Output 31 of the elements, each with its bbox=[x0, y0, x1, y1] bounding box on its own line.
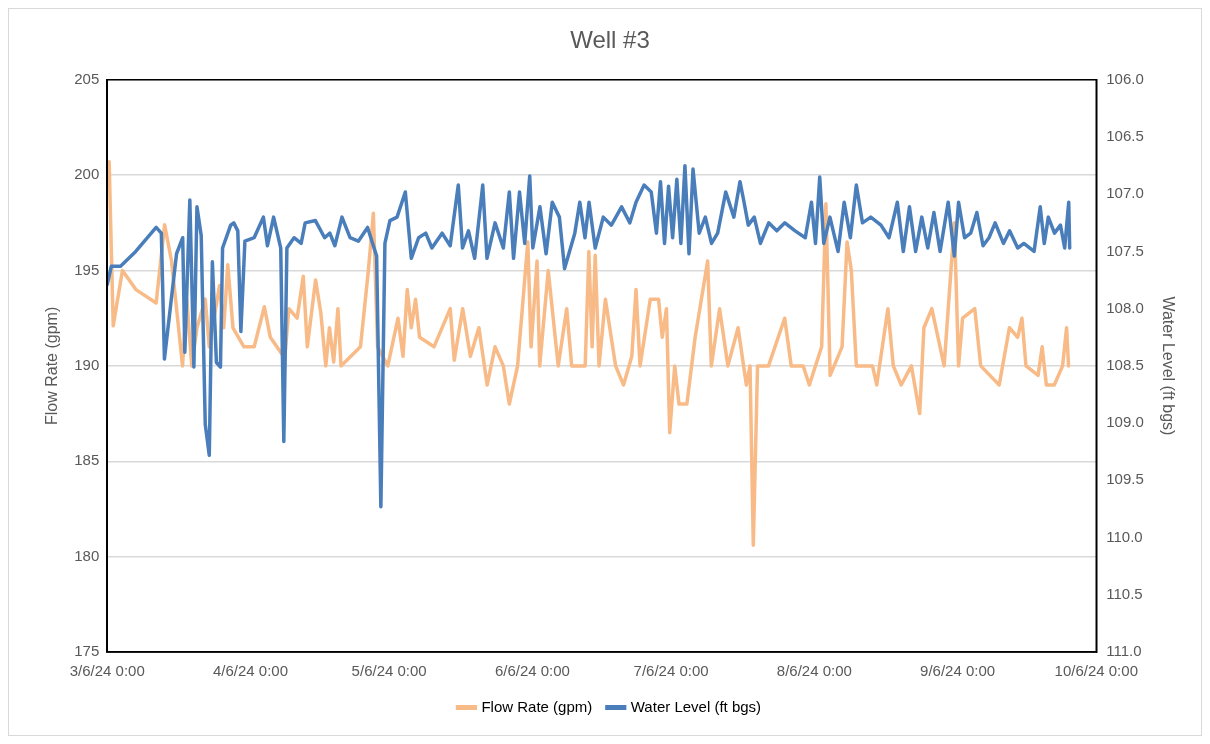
x-tick-label: 10/6/24 0:00 bbox=[1054, 662, 1138, 680]
y-tick-label: 200 bbox=[74, 165, 100, 183]
y2-tick-label: 107.5 bbox=[1106, 241, 1144, 259]
y2-tick-label: 108.0 bbox=[1106, 298, 1144, 316]
y2-tick-label: 110.0 bbox=[1106, 527, 1143, 545]
y-tick-label: 205 bbox=[74, 69, 100, 87]
x-tick-label: 8/6/24 0:00 bbox=[776, 662, 852, 680]
x-tick-label: 6/6/24 0:00 bbox=[494, 662, 570, 680]
y-tick-label: 180 bbox=[74, 546, 100, 564]
y-axis-title: Flow Rate (gpm) bbox=[43, 306, 61, 426]
x-tick-label: 7/6/24 0:00 bbox=[633, 662, 709, 680]
y2-tick-label: 108.5 bbox=[1106, 356, 1144, 374]
y2-tick-label: 106.5 bbox=[1106, 127, 1144, 145]
y2-tick-label: 109.0 bbox=[1106, 413, 1144, 431]
y2-tick-label: 106.0 bbox=[1106, 69, 1144, 87]
y2-tick-label: 109.5 bbox=[1106, 470, 1144, 488]
legend-label: Water Level (ft bgs) bbox=[630, 697, 762, 715]
y-tick-label: 185 bbox=[74, 451, 100, 469]
x-tick-label: 5/6/24 0:00 bbox=[351, 662, 427, 680]
y2-tick-label: 110.5 bbox=[1106, 584, 1143, 602]
y-tick-label: 190 bbox=[74, 356, 100, 374]
y-tick-label: 195 bbox=[74, 260, 100, 278]
x-tick-label: 9/6/24 0:00 bbox=[920, 662, 996, 680]
y-tick-label: 175 bbox=[74, 642, 100, 660]
x-tick-label: 4/6/24 0:00 bbox=[212, 662, 289, 680]
y2-axis-title: Water Level (ft bgs) bbox=[1159, 296, 1177, 436]
y2-tick-label: 107.0 bbox=[1106, 184, 1144, 202]
chart-title: Well #3 bbox=[570, 26, 650, 54]
x-tick-label: 3/6/24 0:00 bbox=[69, 662, 145, 680]
y2-tick-label: 111.0 bbox=[1106, 642, 1142, 660]
legend-label: Flow Rate (gpm) bbox=[481, 697, 593, 715]
